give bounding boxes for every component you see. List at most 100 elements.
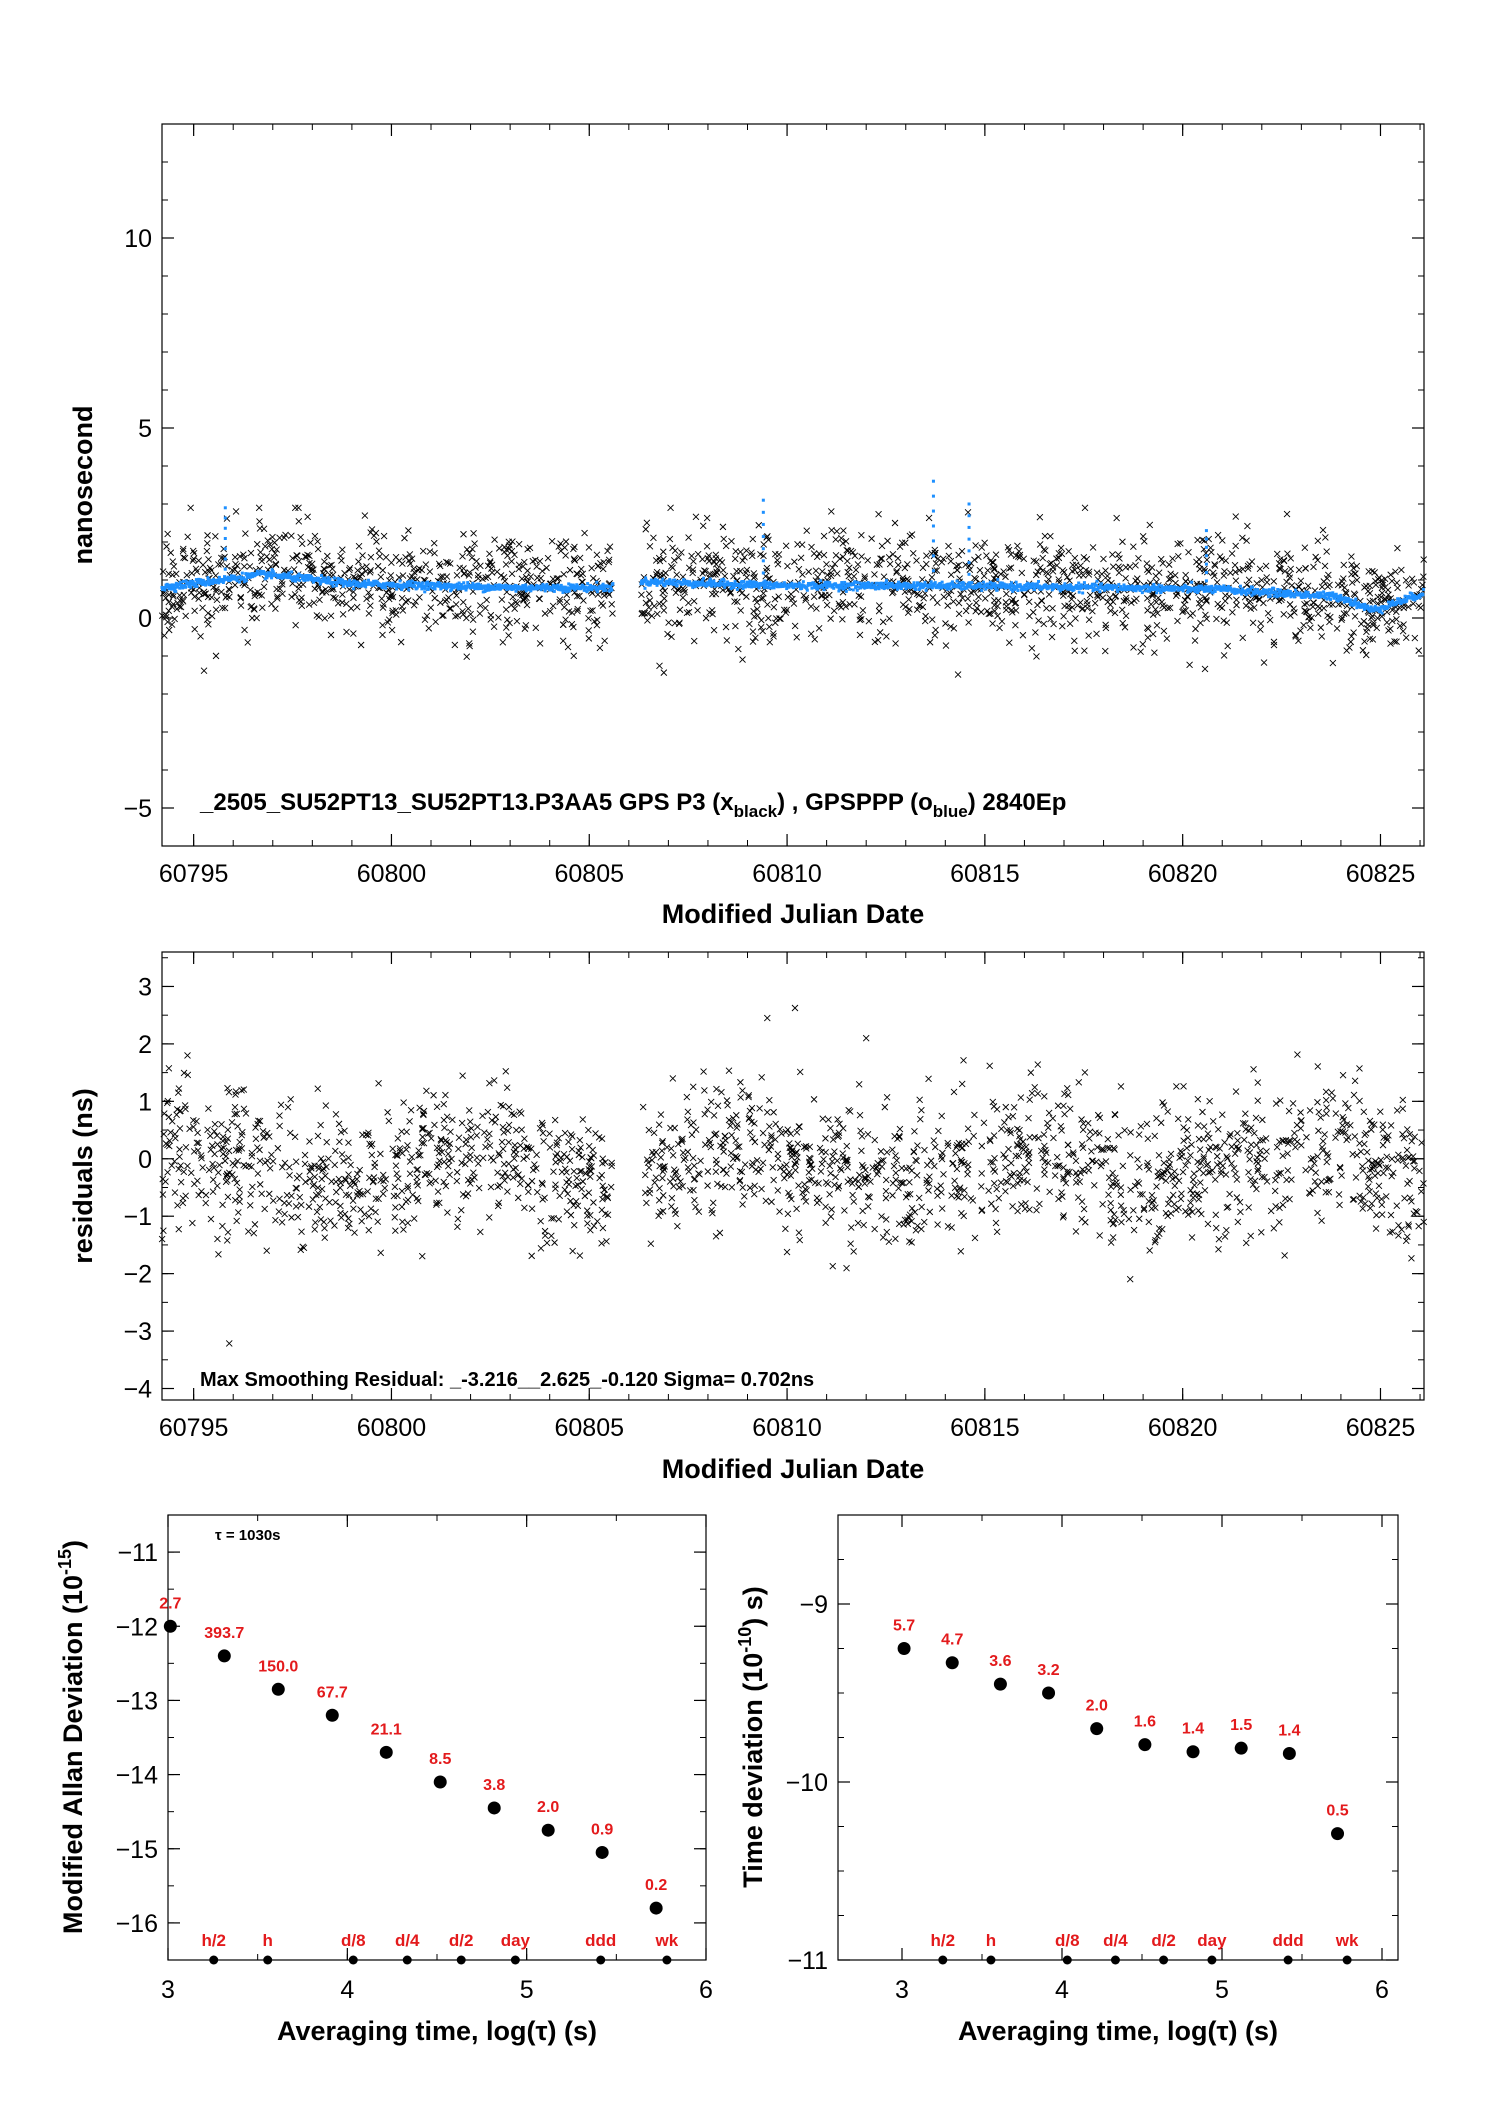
clock-point bbox=[1312, 553, 1319, 561]
clock-point bbox=[1291, 609, 1298, 616]
clock-point bbox=[1340, 561, 1348, 569]
clock-point bbox=[1276, 565, 1284, 573]
clock-point bbox=[1144, 625, 1152, 633]
clock-point bbox=[1225, 593, 1233, 600]
clock-point bbox=[1373, 624, 1381, 632]
clock-point bbox=[1034, 568, 1042, 575]
residual-point bbox=[1415, 1222, 1422, 1230]
clock-point bbox=[954, 671, 962, 678]
residual-point bbox=[770, 1108, 777, 1116]
residual-point bbox=[301, 1160, 309, 1168]
ppp-point bbox=[843, 584, 847, 588]
ppp-point bbox=[1377, 606, 1381, 610]
ppp-point bbox=[1240, 592, 1244, 596]
clock-point bbox=[1348, 579, 1356, 586]
clock-point bbox=[962, 607, 970, 615]
ppp-point bbox=[1206, 589, 1210, 593]
clock-point bbox=[1391, 638, 1398, 645]
residual-point bbox=[1145, 1218, 1153, 1226]
ppp-point bbox=[363, 579, 367, 583]
clock-point bbox=[389, 609, 396, 617]
clock-point bbox=[529, 557, 537, 565]
clock-point bbox=[1303, 600, 1311, 607]
clock-point bbox=[875, 602, 883, 609]
residual-point bbox=[234, 1209, 242, 1216]
ppp-point bbox=[448, 585, 452, 589]
clock-point bbox=[752, 595, 759, 603]
ppp-point bbox=[595, 590, 599, 594]
clock-point bbox=[667, 504, 674, 512]
clock-point bbox=[212, 532, 219, 540]
clock-point bbox=[992, 576, 1000, 583]
residual-point bbox=[1184, 1157, 1192, 1165]
clock-point bbox=[873, 561, 881, 569]
ppp-point bbox=[840, 586, 844, 590]
residual-point bbox=[1184, 1211, 1192, 1219]
clock-point bbox=[1172, 579, 1179, 587]
residual-point bbox=[766, 1123, 773, 1130]
clock-point bbox=[1262, 562, 1270, 570]
clock-point bbox=[851, 552, 859, 560]
clock-point bbox=[463, 653, 471, 661]
clock-point bbox=[710, 626, 718, 634]
ppp-point bbox=[509, 584, 513, 588]
residual-point bbox=[561, 1129, 569, 1137]
ppp-point bbox=[1136, 587, 1140, 591]
residual-point bbox=[944, 1139, 952, 1147]
residual-point bbox=[245, 1228, 252, 1235]
clock-point bbox=[812, 567, 820, 574]
residual-point bbox=[1223, 1153, 1230, 1160]
residual-point bbox=[440, 1158, 448, 1166]
residual-point bbox=[1418, 1139, 1425, 1147]
ppp-point bbox=[1237, 588, 1241, 592]
ppp-point bbox=[874, 581, 878, 585]
clock-point bbox=[1381, 583, 1389, 591]
clock-point bbox=[1220, 652, 1228, 659]
clock-point bbox=[443, 596, 450, 604]
ppp-point bbox=[723, 585, 727, 589]
ppp-point bbox=[422, 584, 426, 588]
clock-point bbox=[1203, 596, 1210, 604]
ppp-spike-point bbox=[1204, 562, 1208, 566]
residual-point bbox=[418, 1139, 426, 1147]
ppp-point bbox=[965, 586, 969, 590]
residual-point bbox=[684, 1148, 692, 1156]
clock-point bbox=[181, 554, 189, 562]
clock-point bbox=[994, 612, 1001, 620]
residual-point bbox=[1194, 1095, 1202, 1103]
clock-point bbox=[1045, 591, 1053, 598]
ppp-point bbox=[1090, 582, 1094, 586]
clock-point bbox=[1085, 568, 1093, 576]
clock-point bbox=[913, 557, 920, 564]
ppp-point bbox=[497, 583, 501, 587]
residual-point bbox=[345, 1139, 352, 1147]
clock-point bbox=[170, 563, 178, 570]
ppp-spike-point bbox=[761, 559, 765, 563]
clock-point bbox=[1417, 604, 1424, 612]
clock-point bbox=[278, 580, 286, 588]
ppp-point bbox=[424, 584, 428, 588]
clock-point bbox=[1155, 569, 1163, 577]
clock-point bbox=[896, 543, 904, 551]
clock-point bbox=[502, 561, 510, 568]
ppp-point bbox=[404, 582, 408, 586]
ppp-point bbox=[341, 578, 345, 582]
clock-point bbox=[1211, 561, 1218, 568]
clock-point bbox=[805, 568, 812, 576]
ppp-point bbox=[311, 580, 315, 584]
ppp-point bbox=[551, 588, 555, 592]
ppp-point bbox=[775, 581, 779, 585]
residual-point bbox=[505, 1103, 513, 1111]
clock-point bbox=[437, 573, 445, 581]
ppp-point bbox=[799, 584, 803, 588]
residual-point bbox=[250, 1229, 258, 1237]
ppp-point bbox=[1349, 603, 1353, 607]
residual-point bbox=[1057, 1123, 1065, 1130]
clock-point bbox=[295, 557, 303, 565]
ppp-point bbox=[1021, 588, 1025, 592]
ppp-point bbox=[1147, 585, 1151, 589]
ppp-point bbox=[710, 584, 714, 588]
residual-point bbox=[1247, 1124, 1255, 1131]
ppp-point bbox=[229, 578, 233, 582]
residual-point bbox=[565, 1138, 572, 1146]
